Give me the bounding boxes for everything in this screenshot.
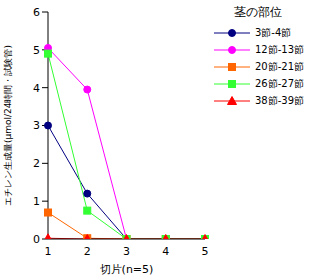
svg-text:エチレン生成量(μmol/24時間・試験管): エチレン生成量(μmol/24時間・試験管) (8, 45, 13, 206)
svg-text:3: 3 (33, 119, 40, 132)
svg-text:5: 5 (202, 245, 209, 258)
html-text:20節-21節: 20節-21節 (255, 60, 305, 72)
svg-text:1: 1 (33, 195, 40, 208)
svg-text:切片(n=5): 切片(n=5) (100, 263, 154, 276)
html-text:茎の部位: 茎の部位 (234, 5, 282, 19)
html-text:12節-13節: 12節-13節 (255, 43, 305, 55)
svg-text:4: 4 (162, 245, 169, 258)
svg-text:3: 3 (123, 245, 130, 258)
html-text:26節-27節: 26節-27節 (255, 77, 305, 89)
svg-text:2: 2 (33, 157, 40, 170)
html-text:3節-4節: 3節-4節 (255, 26, 292, 38)
svg-text:5: 5 (33, 44, 40, 57)
svg-text:2: 2 (84, 245, 91, 258)
svg-text:1: 1 (45, 245, 52, 258)
svg-text:4: 4 (33, 82, 40, 95)
html-text:38節-39節: 38節-39節 (255, 94, 305, 106)
svg-text:6: 6 (33, 6, 40, 19)
svg-text:0: 0 (33, 233, 40, 246)
